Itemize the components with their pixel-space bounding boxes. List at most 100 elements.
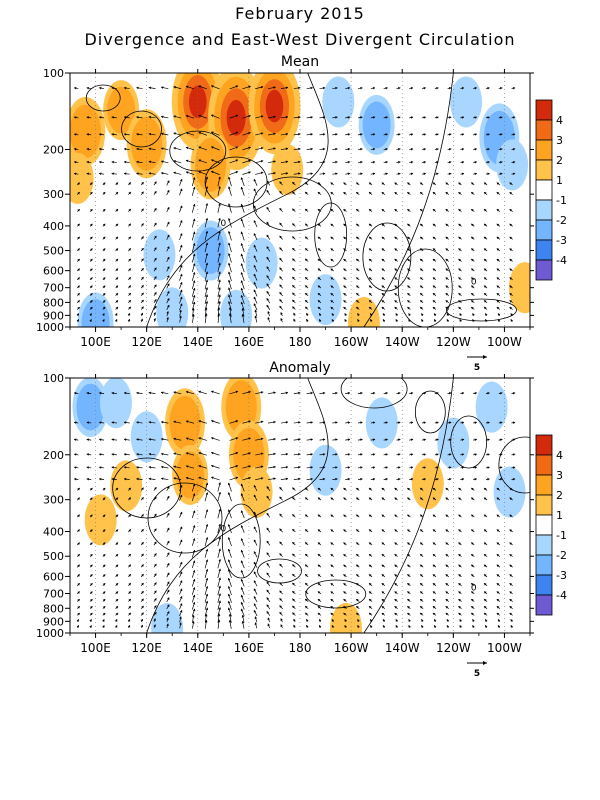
vector-head — [279, 582, 282, 585]
vector-head — [356, 514, 359, 518]
vector-head — [266, 604, 270, 608]
vector-head — [368, 236, 372, 240]
vector-head — [343, 182, 346, 185]
vector-head — [166, 572, 170, 576]
shaded-cell — [450, 76, 483, 128]
vector-head — [141, 191, 144, 195]
colorbar-box — [535, 474, 553, 496]
vector-head — [210, 114, 214, 117]
vector-head — [179, 233, 183, 236]
vector-head — [347, 477, 351, 481]
vector-head — [483, 514, 487, 518]
vector-head — [330, 223, 334, 227]
vector-head — [77, 514, 80, 518]
vector-head — [360, 438, 363, 441]
contour-line — [450, 415, 488, 469]
vector-head — [322, 391, 326, 395]
vector-head — [77, 612, 80, 616]
vector-head — [304, 553, 308, 557]
vector-head — [496, 300, 500, 303]
vector-head — [77, 574, 80, 577]
vector-head — [248, 131, 251, 135]
vector-head — [292, 208, 295, 212]
vector-head — [458, 487, 461, 491]
vector-head — [260, 477, 264, 480]
vector-head — [317, 583, 321, 586]
vector-head — [500, 453, 503, 456]
vector-head — [166, 552, 170, 556]
vector-head — [90, 497, 93, 501]
vector-head — [293, 312, 296, 316]
vector-head — [167, 189, 170, 193]
vector-head — [370, 319, 373, 322]
vector-head — [128, 285, 131, 288]
vector-head — [496, 208, 500, 212]
vector-head — [160, 452, 164, 456]
vector-head — [398, 421, 401, 424]
vector-head — [322, 133, 326, 136]
vector-head — [458, 591, 461, 594]
vector-head — [330, 248, 334, 251]
vector-head — [483, 487, 487, 491]
vector-head — [285, 132, 289, 136]
vector-head — [398, 86, 401, 90]
vector-head — [218, 607, 221, 610]
vector-head — [240, 549, 244, 553]
vector-head — [198, 451, 201, 455]
colorbar-box — [535, 554, 553, 576]
vector-head — [423, 421, 427, 424]
vector-head — [322, 116, 326, 119]
vector-head — [254, 309, 258, 313]
vector-head — [102, 236, 106, 240]
vector-head — [173, 86, 176, 89]
vector-head — [461, 133, 465, 136]
vector-head — [445, 598, 449, 602]
vector-head — [445, 182, 449, 185]
vector-head — [266, 298, 270, 301]
vector-head — [385, 453, 388, 456]
vector-head — [368, 182, 372, 185]
vector-head — [474, 147, 478, 151]
vector-head — [310, 147, 314, 151]
vector-head — [280, 312, 283, 315]
x-tick-label: 120W — [436, 335, 471, 349]
vector-head — [141, 605, 144, 609]
vector-head — [330, 529, 334, 532]
vector-head — [123, 438, 127, 441]
vector-head — [102, 223, 106, 227]
vector-head — [344, 319, 347, 322]
vector-head — [77, 258, 80, 262]
vector-head — [192, 620, 195, 624]
vector-head — [205, 279, 209, 283]
vector-head — [330, 487, 334, 491]
vector-head — [111, 147, 114, 151]
vector-head — [260, 452, 264, 456]
x-tick-label: 100E — [80, 335, 111, 349]
vector-head — [166, 540, 170, 544]
vector-head — [218, 252, 221, 256]
vector-head — [344, 313, 347, 316]
vector-head — [154, 582, 157, 585]
vector-head — [166, 495, 170, 499]
reference-vector-label: 5 — [474, 363, 480, 373]
vector-head — [496, 554, 500, 557]
vector-head — [115, 591, 119, 594]
vector-head — [471, 497, 474, 500]
vector-head — [148, 438, 152, 441]
vector-head — [445, 554, 449, 557]
vector-head — [185, 452, 189, 455]
vector-head — [266, 512, 270, 516]
vector-head — [474, 477, 478, 481]
vector-head — [372, 466, 376, 469]
vector-head — [496, 306, 500, 310]
vector-head — [266, 180, 270, 184]
vector-head — [423, 453, 427, 456]
vector-head — [128, 236, 131, 240]
vector-head — [279, 222, 282, 226]
vector-head — [173, 160, 176, 163]
vector-head — [368, 293, 372, 296]
vector-head — [102, 598, 106, 602]
vector-head — [458, 248, 461, 251]
